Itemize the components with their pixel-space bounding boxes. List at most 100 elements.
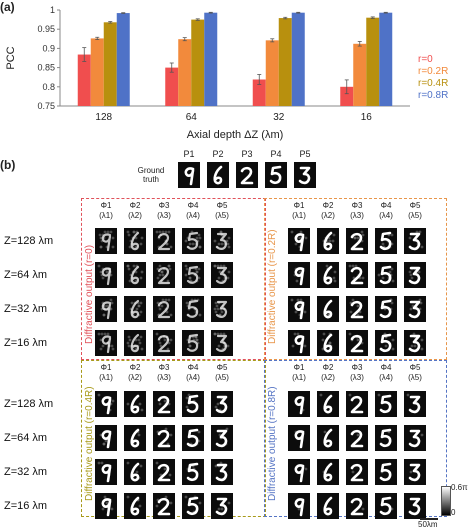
output-tile [211,296,233,322]
output-tile [317,262,339,288]
bar [90,38,104,106]
z-depth-label: Z=16 λm [4,500,48,512]
output-tile [317,391,339,417]
phase-symbol: Φ2 [129,363,141,372]
wavelength-symbol: (λ4) [186,373,200,382]
wavelength-symbol: (λ1) [292,211,306,220]
phase-header: Φ2 (λ2) [122,201,148,221]
output-tile [346,493,368,519]
output-tile [124,459,146,485]
wavelength-symbol: (λ2) [128,211,142,220]
output-tile [317,296,339,322]
output-tile [124,425,146,451]
bar [165,67,179,106]
position-label: P1 [183,149,195,159]
wavelength-symbol: (λ1) [292,373,306,382]
phase-symbol: Φ1 [100,363,112,372]
phase-header: Φ5 (λ5) [209,201,235,221]
output-tile [124,228,146,254]
phase-symbol: Φ3 [158,363,170,372]
phase-header: Φ5 (λ5) [209,363,235,383]
output-tile [95,262,117,288]
bar [278,18,292,107]
phase-header: Φ4 (λ4) [373,363,399,383]
output-tile [346,296,368,322]
output-tile [95,425,117,451]
wavelength-symbol: (λ3) [157,211,171,220]
y-tick-label: 0.8 [42,82,55,92]
phase-symbol: Φ5 [216,363,228,372]
output-tile [95,493,117,519]
output-box [264,198,447,360]
z-depth-label: Z=64 λm [4,432,48,444]
output-tile [404,228,426,254]
phase-header: Φ3 (λ3) [151,363,177,383]
output-tile [182,493,204,519]
phase-symbol: Φ5 [216,201,228,210]
output-tile [124,296,146,322]
wavelength-symbol: (λ2) [321,373,335,382]
phase-header: Φ1 (λ1) [93,363,119,383]
position-label: P2 [212,149,224,159]
output-tile [95,391,117,417]
output-tile [124,262,146,288]
ground-truth-strip: Ground truth P1 P2 P3 P4 P5 [0,0,474,200]
output-tile [153,262,175,288]
output-tile [288,493,310,519]
phase-symbol: Φ1 [100,201,112,210]
z-depth-label: Z=64 λm [4,269,48,281]
ground-truth-tile [207,162,229,188]
x-axis-label: Axial depth ΔZ (λm) [187,129,284,141]
output-tile [211,262,233,288]
wavelength-symbol: (λ2) [128,373,142,382]
y-axis-label: PCC [5,46,17,69]
output-tile [346,228,368,254]
y-tick-label: 0.75 [37,101,55,111]
bar [366,17,380,106]
bar [265,40,279,106]
output-box [81,198,266,360]
phase-symbol: Φ1 [293,363,305,372]
phase-header: Φ2 (λ2) [315,363,341,383]
ground-truth-label-line1: Ground [137,166,165,175]
colorbar-bottom-label: 0 [451,508,456,517]
output-tile [153,425,175,451]
wavelength-symbol: (λ3) [157,373,171,382]
output-tile [346,330,368,356]
bar [353,43,367,106]
phase-header: Φ2 (λ2) [315,201,341,221]
output-tile [288,296,310,322]
phase-symbol: Φ3 [158,201,170,210]
output-tile [153,391,175,417]
phase-header: Φ2 (λ2) [122,363,148,383]
phase-header: Φ4 (λ4) [373,201,399,221]
ground-truth-label-line2: truth [142,175,159,184]
output-tile [404,459,426,485]
output-tile [153,330,175,356]
ground-truth-tile [236,162,258,188]
output-tile [182,296,204,322]
output-tile [95,459,117,485]
legend-entry: r=0.2R [418,66,448,77]
phase-header: Φ4 (λ4) [180,201,206,221]
ground-truth-tile [265,162,287,188]
wavelength-symbol: (λ4) [186,211,200,220]
wavelength-symbol: (λ5) [215,373,229,382]
phase-header: Φ3 (λ3) [344,363,370,383]
output-box-label: Diffractive output (r=0.4R) [84,386,95,501]
output-tile [404,296,426,322]
output-tile [124,391,146,417]
legend-entry: r=0.4R [418,78,448,89]
output-tile [95,296,117,322]
phase-header: Φ4 (λ4) [180,363,206,383]
x-tick-label: 32 [273,112,285,123]
output-tile [404,330,426,356]
output-tile [95,228,117,254]
phase-symbol: Φ4 [187,201,199,210]
output-tile [346,391,368,417]
wavelength-symbol: (λ5) [408,211,422,220]
output-tile [182,391,204,417]
y-tick-label: 0.85 [37,63,55,73]
phase-symbol: Φ5 [409,201,421,210]
